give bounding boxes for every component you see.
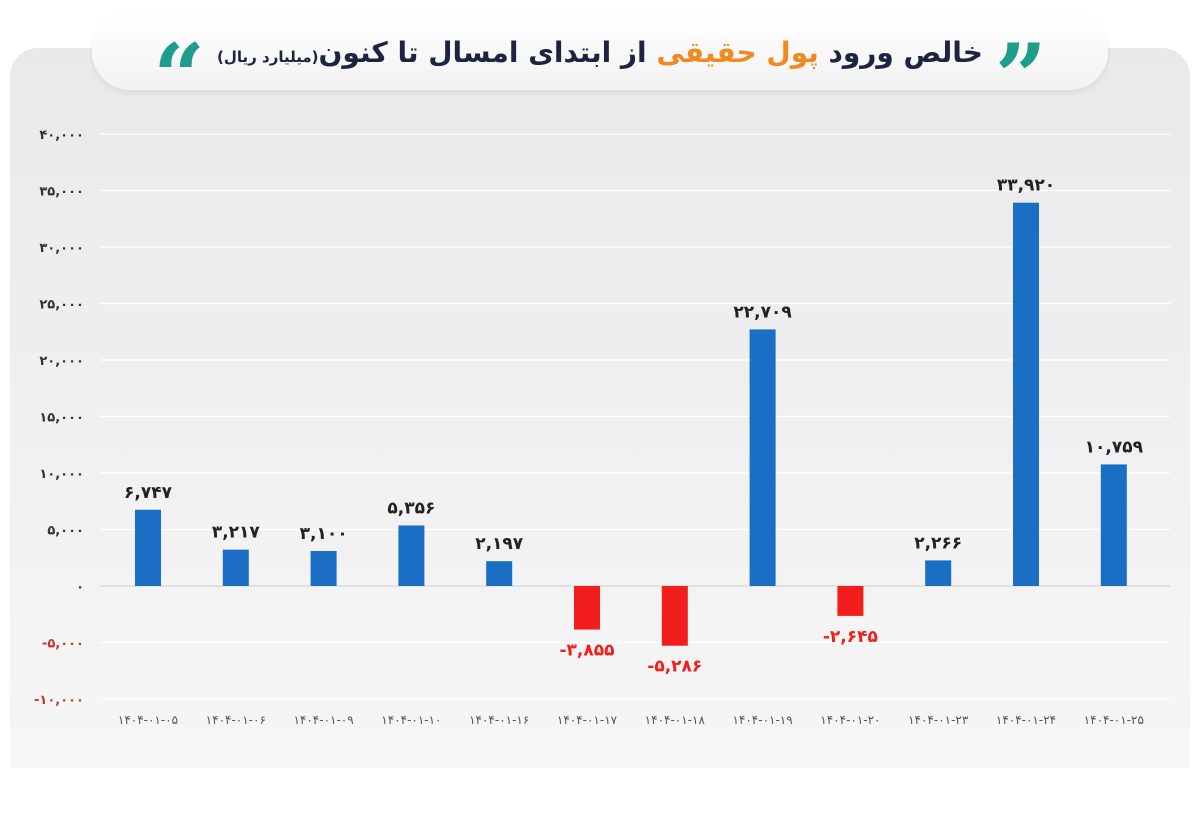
- bar: [574, 586, 600, 630]
- y-tick-label: -۱۰,۰۰۰: [34, 693, 84, 708]
- data-label: -۳,۸۵۵: [559, 641, 614, 661]
- y-tick-label: ۵,۰۰۰: [47, 524, 84, 539]
- y-tick-label: -۵,۰۰۰: [42, 637, 84, 652]
- title-part2: از ابتدای امسال تا کنون: [318, 35, 647, 69]
- data-label: -۲,۶۴۵: [823, 627, 878, 647]
- title-banner: ” خالص ورود پول حقیقی از ابتدای امسال تا…: [92, 14, 1108, 122]
- y-tick-label: ۱۵,۰۰۰: [39, 411, 84, 426]
- bar: [661, 586, 688, 646]
- bar: [222, 549, 249, 586]
- y-tick-label: ۳۰,۰۰۰: [39, 241, 84, 256]
- x-tick-label: ۱۴۰۴-۰۱-۲۴: [996, 713, 1056, 727]
- x-tick-label: ۱۴۰۴-۰۱-۱۷: [557, 713, 618, 727]
- x-tick-label: ۱۴۰۴-۰۱-۱۶: [469, 713, 529, 727]
- y-tick-label: ۰: [76, 580, 84, 595]
- y-tick-label: ۳۵,۰۰۰: [39, 185, 84, 200]
- x-tick-label: ۱۴۰۴-۰۱-۱۹: [732, 713, 792, 727]
- bar: [749, 329, 776, 586]
- x-tick-label: ۱۴۰۴-۰۱-۰۵: [118, 713, 178, 727]
- data-label: -۵,۲۸۶: [647, 657, 702, 677]
- bar: [135, 509, 161, 586]
- y-tick-label: ۴۰,۰۰۰: [39, 128, 84, 143]
- x-tick-label: ۱۴۰۴-۰۱-۱۰: [381, 713, 441, 727]
- bar: [1013, 202, 1039, 587]
- data-label: ۲۲,۷۰۹: [733, 302, 792, 322]
- y-tick-label: ۱۰,۰۰۰: [39, 467, 84, 482]
- bar: [837, 586, 864, 616]
- data-label: ۵,۳۵۶: [387, 498, 435, 518]
- title-part1: خالص ورود: [828, 35, 983, 69]
- bar: [925, 560, 952, 586]
- data-label: ۳۳,۹۲۰: [997, 176, 1055, 196]
- chart-title: خالص ورود پول حقیقی از ابتدای امسال تا ک…: [217, 36, 983, 69]
- x-tick-label: ۱۴۰۴-۰۱-۲۳: [908, 713, 969, 727]
- x-tick-label: ۱۴۰۴-۰۱-۲۰: [820, 713, 880, 727]
- data-label: ۳,۲۱۷: [212, 523, 261, 543]
- data-label: ۱۰,۷۵۹: [1085, 437, 1144, 457]
- x-tick-label: ۱۴۰۴-۰۱-۰۶: [206, 713, 266, 727]
- chart-panel: [10, 48, 1190, 768]
- data-label: ۳,۱۰۰: [300, 524, 348, 544]
- bar: [398, 525, 425, 586]
- x-tick-label: ۱۴۰۴-۰۱-۱۸: [645, 713, 706, 727]
- data-label: ۶,۷۴۷: [124, 483, 173, 503]
- bar: [310, 550, 337, 586]
- x-tick-label: ۱۴۰۴-۰۱-۰۹: [293, 713, 353, 727]
- y-tick-label: ۲۵,۰۰۰: [39, 298, 84, 313]
- data-label: ۲,۱۹۷: [475, 534, 524, 554]
- title-highlight: پول حقیقی: [656, 35, 819, 69]
- y-tick-label: ۲۰,۰۰۰: [39, 354, 84, 369]
- x-tick-label: ۱۴۰۴-۰۱-۲۵: [1084, 713, 1144, 727]
- bar: [1100, 464, 1127, 586]
- data-label: ۲,۲۶۶: [914, 533, 962, 553]
- bar: [486, 561, 513, 586]
- title-unit: (میلیارد ریال): [217, 47, 319, 66]
